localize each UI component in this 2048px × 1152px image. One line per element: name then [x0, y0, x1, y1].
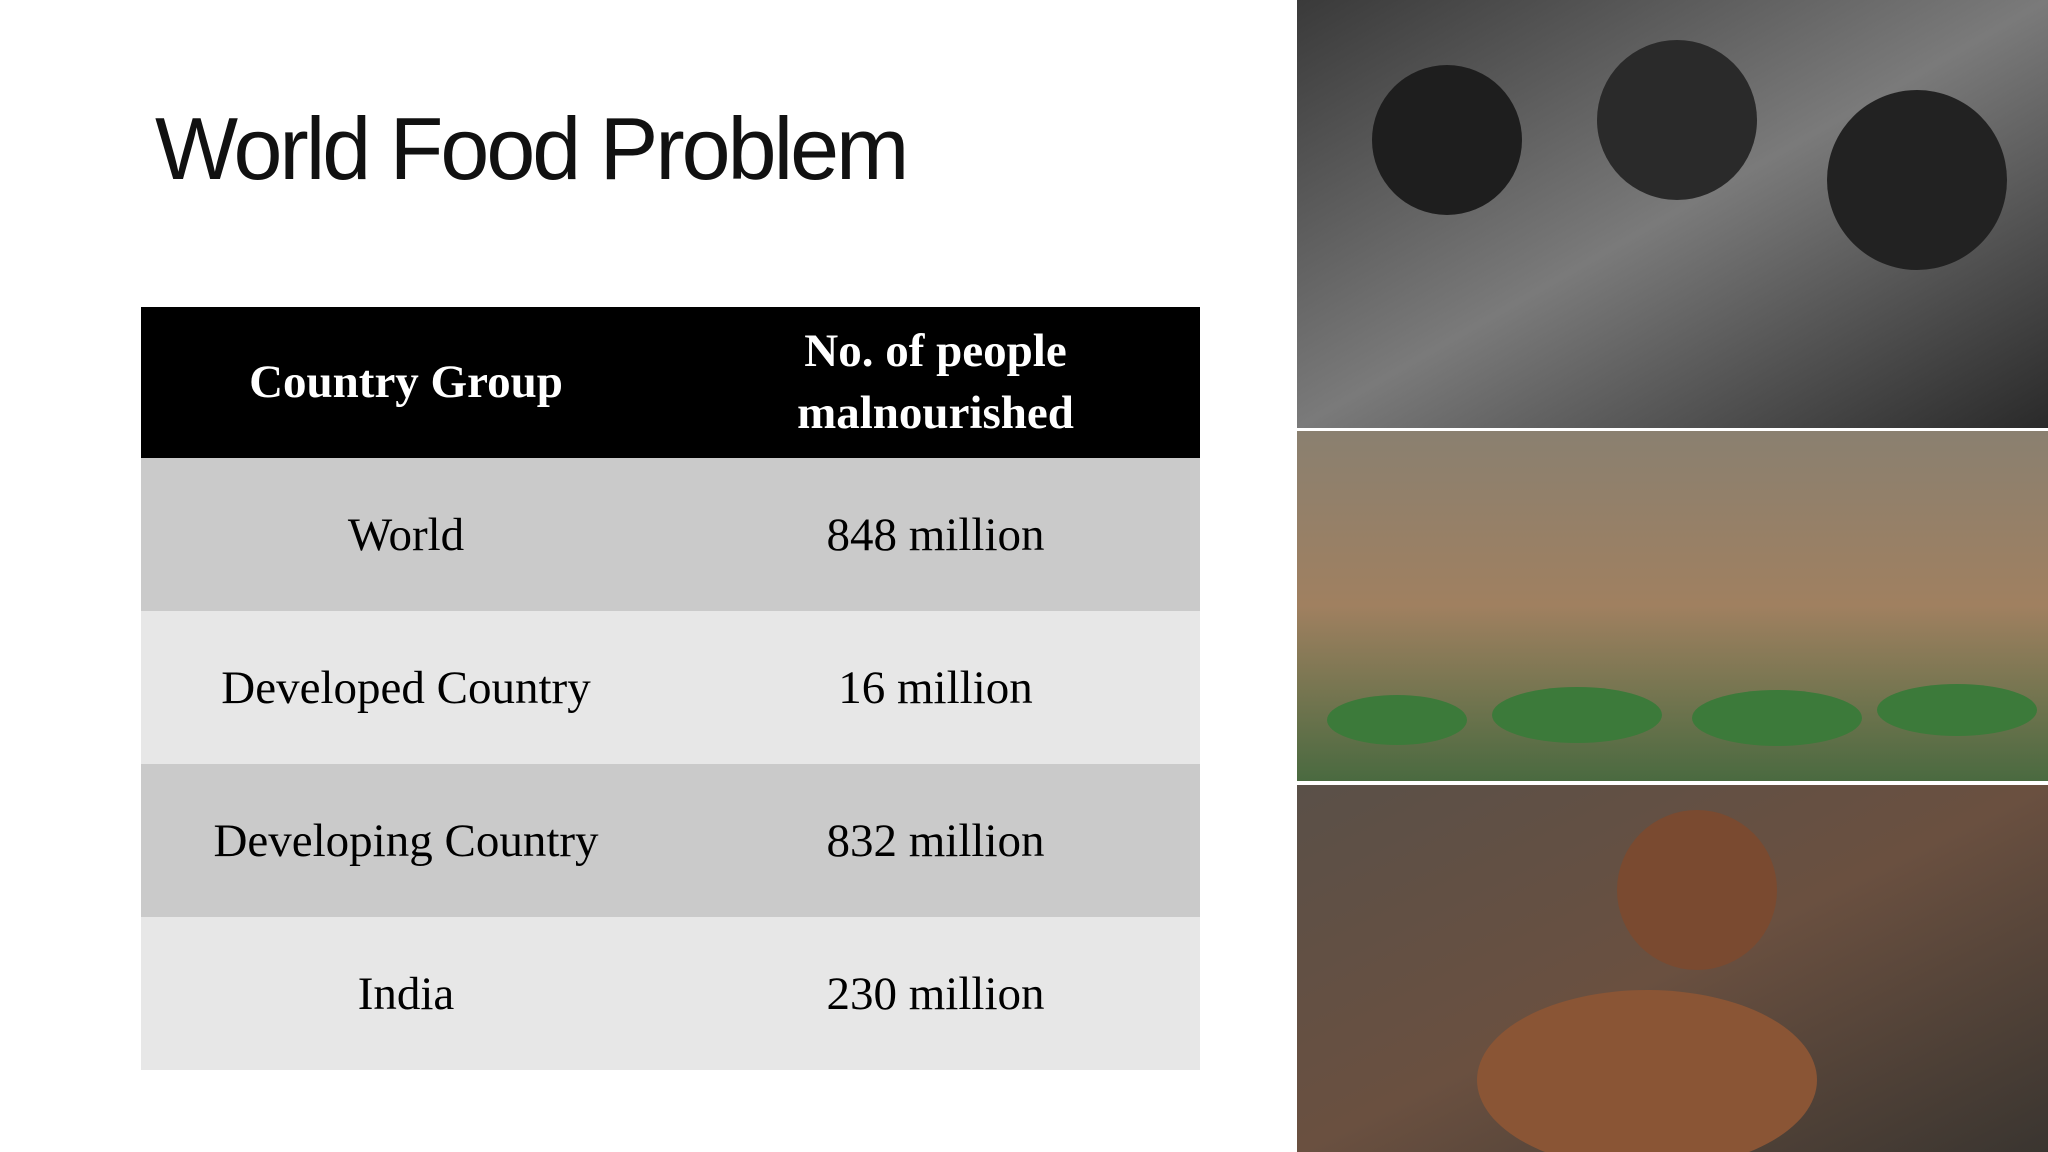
- table-cell: 16 million: [671, 611, 1200, 764]
- table-cell: Developing Country: [141, 764, 671, 917]
- table-cell: 848 million: [671, 458, 1200, 611]
- header-cell: No. of people malnourished: [671, 307, 1200, 458]
- table-cell: Developed Country: [141, 611, 671, 764]
- slide-title: World Food Problem: [155, 99, 909, 198]
- photo-detail: [1372, 65, 1522, 215]
- photo-detail: [1597, 40, 1757, 200]
- header-row: Country Group No. of people malnourished: [141, 307, 1200, 458]
- table-cell: 832 million: [671, 764, 1200, 917]
- photo-collage: [1297, 0, 2048, 1152]
- table-row: Developing Country 832 million: [141, 764, 1200, 917]
- photo-detail: [1617, 810, 1777, 970]
- table-cell: 230 million: [671, 917, 1200, 1070]
- photo-detail: [1692, 690, 1862, 746]
- header-cell: Country Group: [141, 307, 671, 458]
- photo-detail: [1877, 684, 2037, 736]
- photo-detail: [1327, 695, 1467, 745]
- photo-detail: [1827, 90, 2007, 270]
- table-row: India 230 million: [141, 917, 1200, 1070]
- table-cell: India: [141, 917, 671, 1070]
- table-cell: World: [141, 458, 671, 611]
- photo-detail: [1492, 687, 1662, 743]
- photo-detail: [1477, 990, 1817, 1152]
- table-row: Developed Country 16 million: [141, 611, 1200, 764]
- table-row: World 848 million: [141, 458, 1200, 611]
- data-table: Country Group No. of people malnourished…: [141, 307, 1200, 1070]
